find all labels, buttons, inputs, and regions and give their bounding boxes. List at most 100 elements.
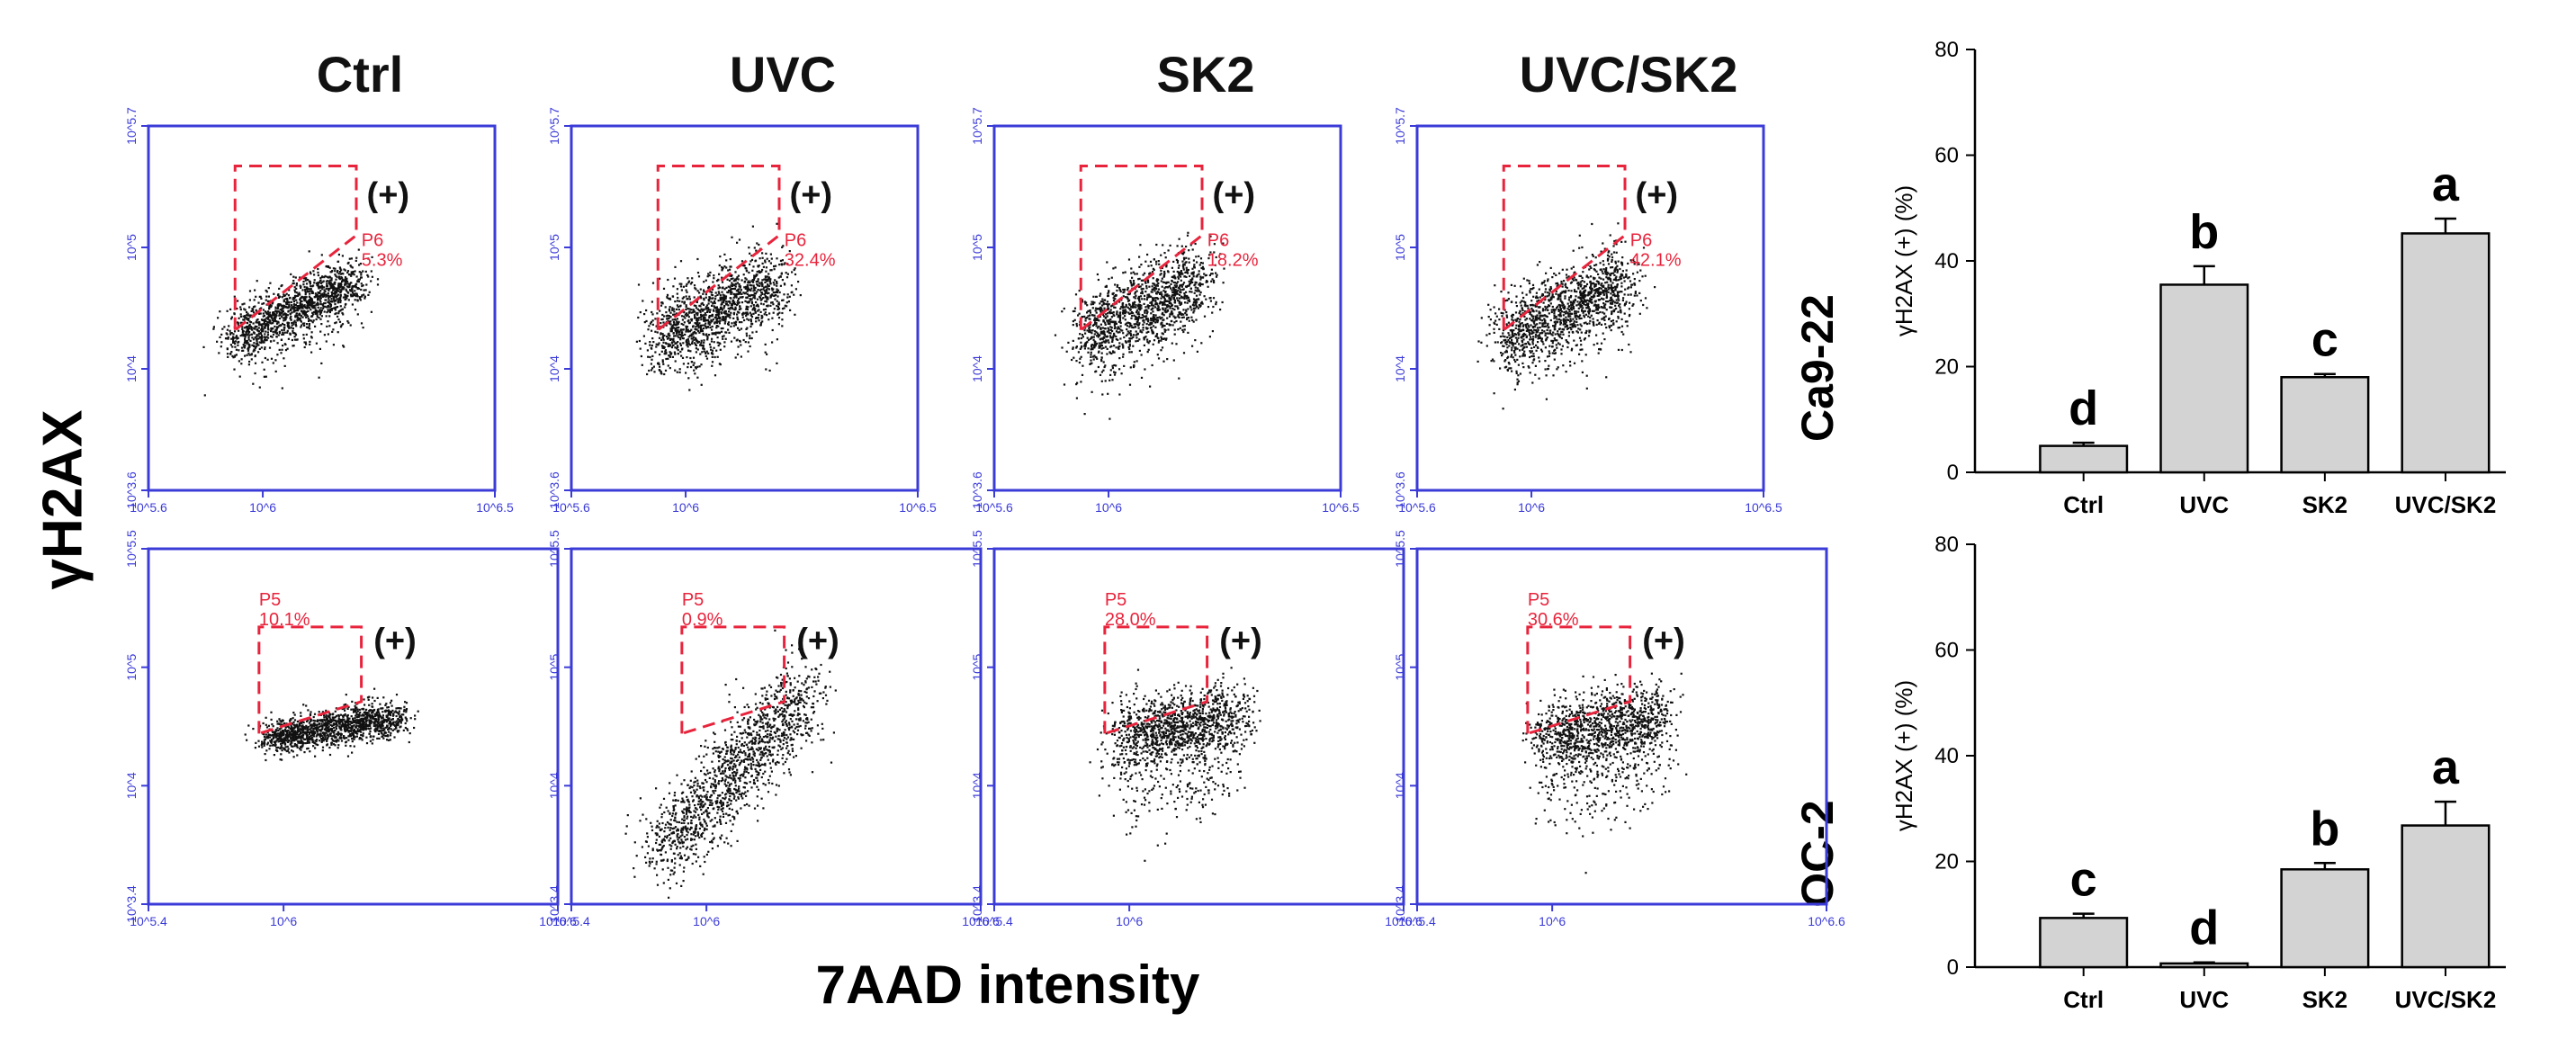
y-tick-label: 10^5.7 xyxy=(1393,107,1407,145)
y-tick-label: 10^3.6 xyxy=(124,471,139,509)
flow-panel-top-uvc: 10^3.6 10^4 10^5 10^5.7 10^5.6 10^6 10^6.5 P632… xyxy=(547,107,937,515)
x-tick-label: 10^6 xyxy=(1539,914,1566,928)
significance-letter: a xyxy=(2432,157,2460,211)
x-tick-label: 10^5.6 xyxy=(975,500,1013,515)
x-tick-label: 10^6 xyxy=(270,914,297,928)
y-tick-label: 0 xyxy=(1947,955,1959,980)
y-tick-label: 10^5.5 xyxy=(124,530,139,568)
flow-panel-bottom-uvc: 10^3.4 10^4 10^5 10^5.5 10^5.4 10^6 10^6.6 P50.… xyxy=(547,530,1000,928)
y-tick-label: 10^5.7 xyxy=(124,107,139,145)
significance-letter: a xyxy=(2432,740,2460,794)
gate-name-label: P6 xyxy=(1207,231,1229,251)
bar-chart-oc-2: 0 20 40 60 80 γH2AX (+) (%) Ctrl c UVC d SK2 b UVC/S… xyxy=(1890,533,2506,1013)
y-tick-label: 10^5 xyxy=(124,234,139,261)
gate-outline xyxy=(233,165,358,333)
y-tick-label: 10^4 xyxy=(547,772,561,799)
bar-uvc-sk2 xyxy=(2401,232,2491,474)
x-tick-label: 10^6 xyxy=(1095,500,1122,515)
bar-sk2 xyxy=(2280,376,2370,474)
y-tick-label: 10^4 xyxy=(124,355,139,382)
y-tick-label: 10^5 xyxy=(547,234,561,261)
y-tick-label: 10^3.4 xyxy=(547,885,561,923)
gate-outline xyxy=(257,625,364,736)
positive-label: (+) xyxy=(790,176,833,214)
y-tick-label: 10^4 xyxy=(1393,355,1407,382)
condition-label-uvc: UVC xyxy=(729,46,837,103)
y-tick-label: 10^5.5 xyxy=(970,530,984,568)
gate-name-label: P5 xyxy=(682,590,704,610)
y-tick-label: 40 xyxy=(1934,744,1959,768)
x-tick-label: 10^5.4 xyxy=(975,914,1013,928)
significance-letter: c xyxy=(2311,313,2338,367)
gate-name-label: P5 xyxy=(1528,590,1549,610)
significance-letter: c xyxy=(2070,853,2097,907)
flow-panel-top-uvc-sk2: 10^3.6 10^4 10^5 10^5.7 10^5.6 10^6 10^6.5 P642… xyxy=(1393,107,1782,515)
x-tick-label: 10^6.6 xyxy=(962,914,1000,928)
x-tick-label: UVC/SK2 xyxy=(2395,491,2497,518)
y-tick-label: 80 xyxy=(1934,533,1959,557)
positive-label: (+) xyxy=(1642,623,1685,660)
gate-outline xyxy=(1526,625,1632,736)
x-tick-label: SK2 xyxy=(2302,986,2348,1013)
flow-panel-bottom-sk2: 10^3.4 10^4 10^5 10^5.5 10^5.4 10^6 10^6.6 P528… xyxy=(970,530,1423,928)
y-tick-label: 20 xyxy=(1934,850,1959,874)
bar-uvc-sk2 xyxy=(2401,824,2491,969)
y-tick-label: 60 xyxy=(1934,144,1959,168)
y-tick-label: 10^4 xyxy=(970,772,984,799)
y-tick-label: 10^5.5 xyxy=(1393,530,1407,568)
gate-name-label: P6 xyxy=(362,231,383,251)
x-axis-main-label: 7AAD intensity xyxy=(815,955,1200,1015)
gate-percent-label: 0.9% xyxy=(682,610,723,630)
positive-label: (+) xyxy=(367,176,410,214)
x-tick-label: UVC/SK2 xyxy=(2395,986,2497,1013)
gate-percent-label: 42.1% xyxy=(1630,251,1682,271)
positive-label: (+) xyxy=(373,623,417,660)
gate-outline xyxy=(656,165,781,333)
gate-percent-label: 30.6% xyxy=(1528,610,1579,630)
scatter-dots xyxy=(244,687,419,762)
x-tick-label: 10^6.5 xyxy=(899,500,937,515)
gate-outline xyxy=(1079,165,1204,333)
positive-label: (+) xyxy=(1213,176,1256,214)
x-tick-label: 10^6.6 xyxy=(1808,914,1845,928)
significance-letter: d xyxy=(2069,381,2098,435)
y-tick-label: 10^5 xyxy=(970,234,984,261)
significance-letter: d xyxy=(2189,901,2219,955)
x-tick-label: 10^5.4 xyxy=(130,914,167,928)
y-tick-label: 60 xyxy=(1934,639,1959,663)
y-tick-label: 0 xyxy=(1947,461,1959,485)
y-tick-label: 10^4 xyxy=(970,355,984,382)
x-tick-label: 10^6 xyxy=(249,500,276,515)
y-tick-label: 10^4 xyxy=(1393,772,1407,799)
gate-percent-label: 5.3% xyxy=(362,251,403,271)
y-tick-label: 10^5 xyxy=(970,653,984,680)
x-tick-label: Ctrl xyxy=(2063,491,2104,518)
gate-percent-label: 28.0% xyxy=(1105,610,1156,630)
y-tick-label: 40 xyxy=(1934,249,1959,273)
plot-frame xyxy=(147,547,560,906)
scatter-dots xyxy=(624,629,837,899)
positive-label: (+) xyxy=(1219,623,1262,660)
y-tick-label: 10^5 xyxy=(1393,234,1407,261)
x-tick-label: UVC xyxy=(2179,491,2229,518)
plot-frame xyxy=(570,547,983,906)
y-axis-label: γH2AX (+) (%) xyxy=(1890,185,1917,336)
gate-name-label: P6 xyxy=(785,231,806,251)
plot-frame xyxy=(992,124,1342,492)
y-tick-label: 10^5.5 xyxy=(547,530,561,568)
x-tick-label: UVC xyxy=(2179,986,2229,1013)
y-tick-label: 10^5 xyxy=(124,653,139,680)
y-tick-label: 10^3.6 xyxy=(1393,471,1407,509)
y-tick-label: 80 xyxy=(1934,38,1959,62)
significance-letter: b xyxy=(2189,205,2219,259)
y-tick-label: 10^5.7 xyxy=(547,107,561,145)
condition-label-ctrl: Ctrl xyxy=(316,46,404,103)
bar-sk2 xyxy=(2280,868,2370,969)
flow-panel-bottom-ctrl: 10^3.410^410^510^5.510^5.4 10^6 10^6.6P510… xyxy=(124,530,577,928)
x-tick-label: 10^5.6 xyxy=(1398,500,1436,515)
scatter-dots xyxy=(1521,647,1688,874)
gate-name-label: P5 xyxy=(1105,590,1126,610)
